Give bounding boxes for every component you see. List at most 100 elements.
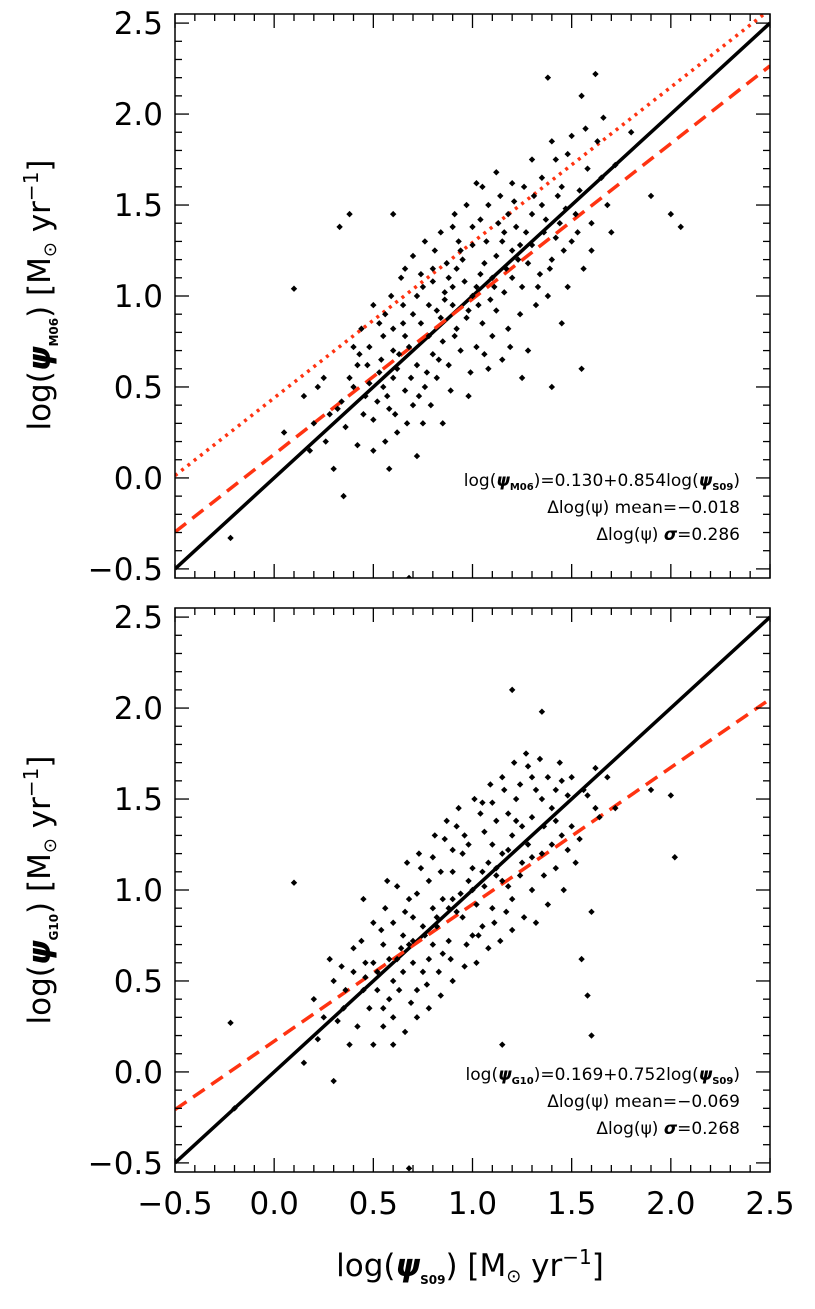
- data-point: [451, 332, 458, 340]
- data-point: [562, 205, 569, 212]
- data-point: [374, 398, 381, 405]
- data-point: [475, 932, 482, 939]
- data-point: [395, 351, 403, 358]
- top-panel-points: [227, 70, 684, 578]
- data-point: [473, 180, 480, 187]
- data-point: [399, 968, 407, 976]
- data-point: [473, 901, 480, 908]
- x-tick-label: 2.5: [745, 1186, 794, 1222]
- data-point: [437, 314, 444, 322]
- data-point: [499, 850, 506, 857]
- data-point: [512, 795, 520, 803]
- x-tick-label: 1.5: [547, 1186, 596, 1222]
- data-point: [522, 750, 530, 757]
- top-panel: −0.5 0.0 0.5 1.0 1.5 2.0 2.5 log(ψM06) [M⊙ yr−…: [19, 6, 771, 588]
- data-point: [399, 320, 407, 327]
- data-point: [376, 320, 383, 327]
- data-point: [493, 864, 500, 872]
- data-point: [346, 374, 353, 382]
- data-point: [548, 383, 556, 391]
- data-point: [627, 129, 635, 136]
- data-point: [290, 285, 298, 292]
- data-point: [493, 169, 500, 176]
- data-point: [552, 786, 559, 794]
- data-point: [378, 356, 385, 363]
- data-point: [399, 932, 407, 939]
- data-point: [338, 963, 345, 970]
- data-point: [499, 774, 506, 781]
- data-point: [342, 986, 349, 994]
- data-point: [364, 361, 371, 369]
- data-point: [514, 256, 522, 263]
- data-point: [568, 823, 575, 830]
- data-point: [479, 868, 486, 876]
- data-point: [564, 792, 571, 799]
- data-point: [469, 932, 476, 939]
- data-point: [584, 792, 591, 799]
- data-point: [572, 210, 579, 218]
- data-point: [382, 310, 389, 318]
- data-point: [457, 347, 464, 354]
- y-tick-label: 1.5: [114, 782, 163, 818]
- data-point: [465, 307, 472, 314]
- data-point: [397, 945, 405, 952]
- data-point: [391, 411, 399, 418]
- data-point: [499, 356, 506, 363]
- data-point: [588, 247, 595, 254]
- data-point: [227, 1019, 234, 1027]
- data-point: [503, 908, 510, 916]
- data-point: [538, 201, 546, 209]
- data-point: [501, 229, 508, 236]
- data-point: [322, 438, 329, 445]
- data-point: [540, 872, 548, 879]
- data-point: [467, 369, 474, 376]
- data-point: [350, 343, 357, 351]
- data-point: [427, 401, 435, 409]
- data-point: [300, 392, 308, 400]
- data-point: [558, 320, 565, 327]
- data-point: [376, 369, 383, 376]
- data-point: [487, 296, 494, 303]
- data-point: [401, 332, 409, 340]
- data-point: [350, 383, 357, 391]
- data-point: [554, 192, 561, 200]
- data-point: [508, 274, 516, 282]
- top-panel-fit-equation: log(ψM06)=0.130+0.854log(ψS09): [464, 471, 740, 493]
- data-point: [459, 256, 466, 263]
- data-point: [499, 877, 506, 885]
- data-point: [425, 301, 433, 309]
- data-point: [524, 763, 532, 770]
- data-point: [366, 1005, 373, 1012]
- data-point: [405, 1165, 413, 1172]
- y-tick-label: −0.5: [88, 552, 163, 588]
- data-point: [320, 1014, 327, 1021]
- y-tick-label: 1.5: [114, 188, 163, 224]
- data-point: [489, 799, 496, 806]
- data-point: [374, 986, 381, 994]
- data-point: [370, 416, 377, 423]
- data-point: [479, 320, 486, 327]
- data-point: [578, 92, 585, 100]
- data-point: [548, 804, 556, 812]
- data-point: [576, 835, 583, 843]
- data-point: [552, 156, 559, 163]
- data-point: [532, 786, 540, 794]
- data-point: [505, 883, 512, 890]
- data-point: [360, 895, 367, 903]
- data-point: [441, 289, 448, 296]
- y-tick-label: 1.0: [114, 279, 163, 315]
- data-point: [461, 278, 468, 285]
- data-point: [528, 156, 536, 163]
- data-point: [528, 814, 536, 821]
- data-point: [477, 270, 484, 278]
- data-point: [401, 387, 409, 394]
- x-tick-label: 0.0: [250, 1186, 299, 1222]
- data-point: [516, 241, 524, 249]
- bottom-panel-points: [227, 686, 678, 1172]
- data-point: [433, 374, 440, 382]
- data-point: [447, 955, 454, 963]
- data-point: [429, 278, 437, 285]
- data-point: [604, 774, 611, 781]
- data-point: [578, 955, 585, 963]
- data-point: [453, 823, 460, 830]
